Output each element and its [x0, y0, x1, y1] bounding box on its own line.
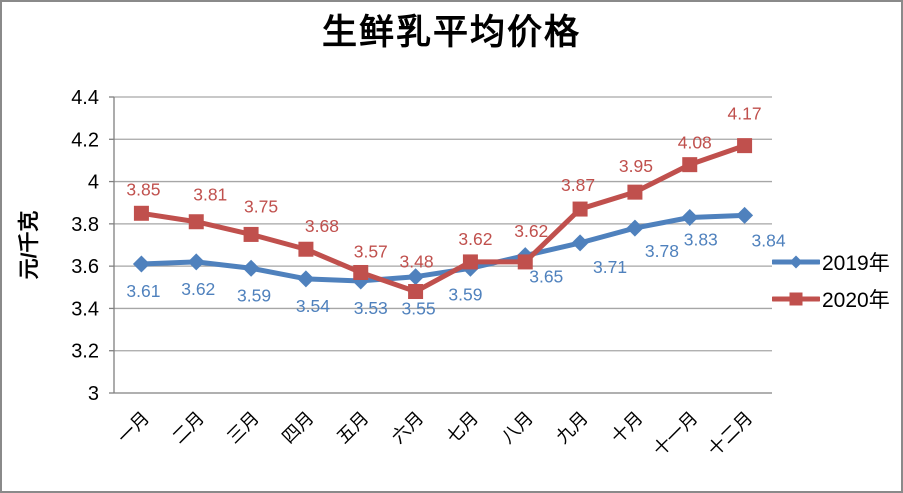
- data-point-marker[interactable]: [571, 234, 589, 252]
- data-label: 3.62: [181, 279, 215, 299]
- data-point-marker[interactable]: [407, 268, 425, 286]
- data-label: 4.17: [728, 104, 762, 124]
- data-point-marker[interactable]: [242, 259, 260, 277]
- data-label: 3.71: [593, 257, 627, 277]
- data-point-marker[interactable]: [188, 214, 204, 230]
- data-label: 3.48: [400, 252, 434, 272]
- y-axis-tick-label: 3: [88, 383, 99, 405]
- data-point-marker[interactable]: [132, 255, 150, 273]
- data-label: 4.08: [678, 133, 712, 153]
- legend-label-2019: 2019年: [822, 251, 890, 275]
- x-axis-label: 五月: [333, 408, 373, 448]
- data-label: 3.87: [561, 175, 595, 195]
- data-point-marker[interactable]: [682, 157, 698, 173]
- data-point-marker[interactable]: [737, 138, 753, 154]
- x-axis-label: 一月: [114, 408, 154, 448]
- y-axis-tick-label: 3.8: [71, 214, 99, 236]
- data-point-marker[interactable]: [187, 253, 205, 271]
- data-label: 3.95: [619, 156, 653, 176]
- data-label: 3.59: [448, 284, 482, 304]
- data-point-marker[interactable]: [298, 241, 314, 257]
- legend-item-2020[interactable]: 2020年: [772, 280, 890, 317]
- data-point-marker[interactable]: [572, 201, 588, 217]
- legend-marker: [789, 255, 803, 268]
- x-axis-label: 十一月: [649, 408, 701, 460]
- legend-2020-line-marker-icon: [772, 292, 820, 305]
- y-axis-title: 元/千克: [18, 211, 41, 280]
- x-axis-label: 四月: [278, 408, 318, 448]
- data-point-marker[interactable]: [681, 209, 699, 227]
- x-axis-label: 十二月: [704, 408, 756, 460]
- series-line-2019年: [138, 212, 748, 284]
- legend-label-2020: 2020年: [822, 288, 890, 312]
- data-label: 3.62: [514, 221, 548, 241]
- data-label: 3.84: [752, 230, 786, 250]
- data-label: 3.61: [126, 281, 160, 301]
- data-label: 3.53: [354, 298, 388, 318]
- data-label: 3.83: [684, 230, 718, 250]
- data-label: 3.59: [237, 285, 271, 305]
- data-point-marker[interactable]: [626, 219, 644, 237]
- data-point-marker[interactable]: [243, 226, 259, 242]
- data-label: 3.55: [402, 299, 436, 319]
- y-axis-tick-label: 3.2: [71, 341, 99, 363]
- x-axis-label: 六月: [388, 408, 428, 448]
- data-label: 3.85: [126, 179, 160, 199]
- data-point-marker[interactable]: [462, 254, 478, 270]
- legend-marker: [789, 292, 803, 305]
- data-label: 3.68: [305, 216, 339, 236]
- y-axis-tick-label: 4.2: [71, 129, 99, 151]
- legend-2019-line-marker-icon: [772, 255, 820, 268]
- x-axis-label: 三月: [223, 408, 263, 448]
- data-label: 3.65: [529, 267, 563, 287]
- data-point-marker[interactable]: [517, 254, 533, 270]
- x-axis-label: 九月: [552, 408, 592, 448]
- data-label: 3.57: [354, 241, 388, 261]
- data-point-marker[interactable]: [297, 270, 315, 288]
- series-line-2020年: [138, 143, 748, 295]
- data-label: 3.75: [244, 196, 278, 216]
- legend-item-2019[interactable]: 2019年: [772, 243, 890, 280]
- data-point-marker[interactable]: [353, 264, 369, 280]
- data-label: 3.78: [645, 241, 679, 261]
- data-label: 3.81: [193, 185, 227, 205]
- data-point-marker[interactable]: [133, 205, 149, 221]
- data-label: 3.54: [296, 296, 330, 316]
- y-axis-tick-label: 4.4: [71, 87, 99, 109]
- y-axis-tick-label: 3.4: [71, 298, 99, 320]
- y-axis-tick-label: 4: [88, 172, 99, 194]
- x-axis-label: 十月: [607, 408, 647, 448]
- data-point-marker[interactable]: [627, 184, 643, 200]
- x-axis-label: 七月: [443, 408, 483, 448]
- y-axis-tick-label: 3.6: [71, 256, 99, 278]
- data-point-marker[interactable]: [736, 206, 754, 224]
- chart-title: 生鲜乳平均价格: [321, 13, 581, 52]
- x-axis-label: 八月: [497, 408, 537, 448]
- x-axis-label: 二月: [168, 408, 208, 448]
- data-label: 3.62: [458, 229, 492, 249]
- legend: 2019年 2020年: [772, 243, 890, 317]
- data-point-marker[interactable]: [408, 284, 424, 300]
